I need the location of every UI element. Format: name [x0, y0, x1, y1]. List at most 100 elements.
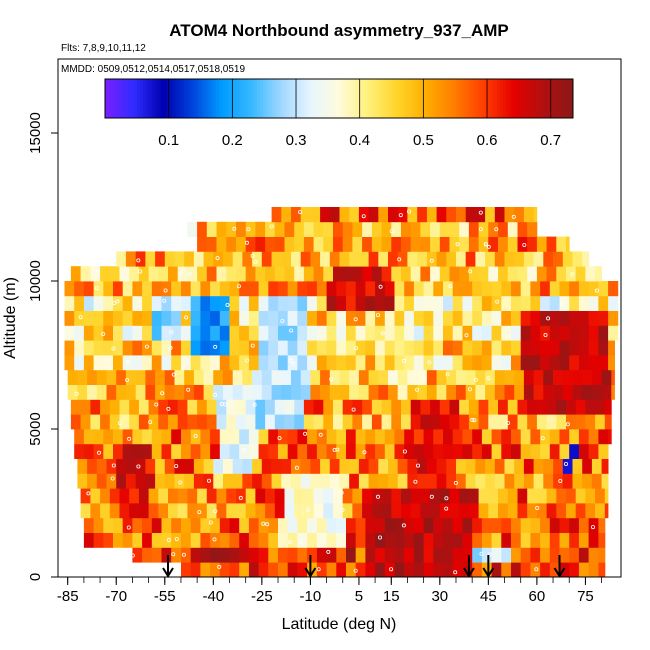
colorbar-segment	[309, 79, 314, 118]
heat-cell	[109, 266, 120, 282]
colorbar-segment	[464, 79, 469, 118]
heat-cell	[404, 355, 415, 371]
colorbar-segment	[347, 79, 352, 118]
heat-cell	[255, 503, 266, 519]
heat-cell	[190, 443, 201, 459]
heat-cell	[559, 547, 570, 563]
heat-cell	[433, 310, 444, 326]
colorbar-segment	[134, 79, 138, 118]
heat-cell	[291, 251, 302, 267]
heat-cell	[346, 310, 357, 326]
heat-cell	[575, 399, 586, 415]
colorbar-segment	[327, 79, 331, 118]
heat-cell	[443, 547, 454, 563]
heat-cell	[151, 355, 162, 371]
heat-cell	[67, 384, 78, 400]
heat-cell	[116, 473, 127, 489]
heat-cell	[142, 547, 153, 563]
heat-cell	[103, 443, 114, 459]
colorbar-segment	[186, 79, 191, 118]
heat-cell	[132, 340, 143, 356]
heat-cell	[190, 295, 201, 311]
heat-cell	[248, 532, 259, 548]
colorbar-segment	[423, 79, 428, 118]
sample-point	[534, 567, 539, 572]
heat-cell	[200, 429, 211, 445]
heat-cell	[433, 429, 444, 445]
heat-cell	[446, 251, 457, 267]
x-axis-label: Latitude (deg N)	[282, 616, 397, 633]
heat-cell	[248, 429, 259, 445]
heat-cell	[578, 517, 589, 533]
colorbar-segment	[441, 79, 445, 118]
heat-cell	[161, 532, 172, 548]
colorbar-segment	[210, 79, 214, 118]
sample-point	[494, 227, 499, 232]
heat-cell	[546, 488, 557, 504]
heat-cell	[569, 562, 580, 577]
heat-cell	[96, 458, 107, 474]
heat-cell	[174, 384, 185, 400]
colorbar-segment	[406, 79, 410, 118]
heat-cell	[316, 443, 327, 459]
heat-cell	[566, 236, 570, 252]
heat-cell	[187, 266, 198, 282]
heat-cell	[462, 517, 473, 533]
colorbar-segment	[476, 79, 480, 118]
heat-cell	[132, 532, 143, 548]
heat-cell	[87, 473, 98, 489]
x-tick-label: -10	[300, 588, 322, 605]
heat-cell	[219, 547, 230, 563]
heat-cell	[193, 384, 204, 400]
heat-cell	[313, 236, 324, 252]
heat-cell	[578, 295, 589, 311]
heat-cell	[265, 221, 276, 237]
heat-cell	[219, 281, 230, 297]
heat-cell	[310, 251, 321, 267]
colorbar-segment	[137, 79, 141, 118]
heat-cell	[278, 547, 289, 563]
heat-cell	[413, 281, 424, 297]
heat-cell	[365, 310, 376, 326]
heat-cell	[388, 369, 399, 385]
heat-cell	[439, 236, 450, 252]
heat-cell	[420, 266, 431, 282]
heat-cell	[439, 414, 450, 430]
heat-cell	[410, 236, 421, 252]
heat-cell	[278, 532, 289, 548]
heat-cell	[423, 547, 434, 563]
colorbar-segment	[564, 79, 568, 118]
sample-point	[186, 387, 191, 392]
heat-cell	[355, 355, 366, 371]
heat-cell	[491, 547, 502, 563]
heat-cell	[462, 429, 473, 445]
colorbar-segment	[467, 79, 472, 118]
heat-cell	[268, 295, 279, 311]
heat-cell	[316, 532, 327, 548]
heat-cell	[145, 251, 156, 267]
heat-cell	[258, 562, 269, 577]
heat-cell	[168, 414, 179, 430]
heat-cell	[203, 458, 214, 474]
heat-cell	[604, 414, 612, 430]
sample-point	[406, 209, 411, 214]
heat-cell	[481, 443, 492, 459]
heat-cell	[511, 325, 522, 341]
heat-cell	[485, 207, 496, 223]
colorbar-segment	[549, 79, 554, 118]
heat-cell	[423, 340, 434, 356]
heat-cell	[229, 562, 240, 577]
heat-cell	[203, 251, 214, 267]
heat-cell	[507, 236, 518, 252]
heat-cell	[87, 458, 98, 474]
heat-cell	[190, 355, 201, 371]
heat-cell	[268, 429, 279, 445]
heat-cell	[64, 310, 75, 326]
heat-cell	[132, 429, 143, 445]
heat-cell	[430, 236, 441, 252]
heat-cell	[562, 369, 573, 385]
heat-cell	[478, 221, 489, 237]
sample-point	[565, 422, 570, 427]
heat-cell	[125, 384, 136, 400]
sample-point	[486, 244, 491, 249]
